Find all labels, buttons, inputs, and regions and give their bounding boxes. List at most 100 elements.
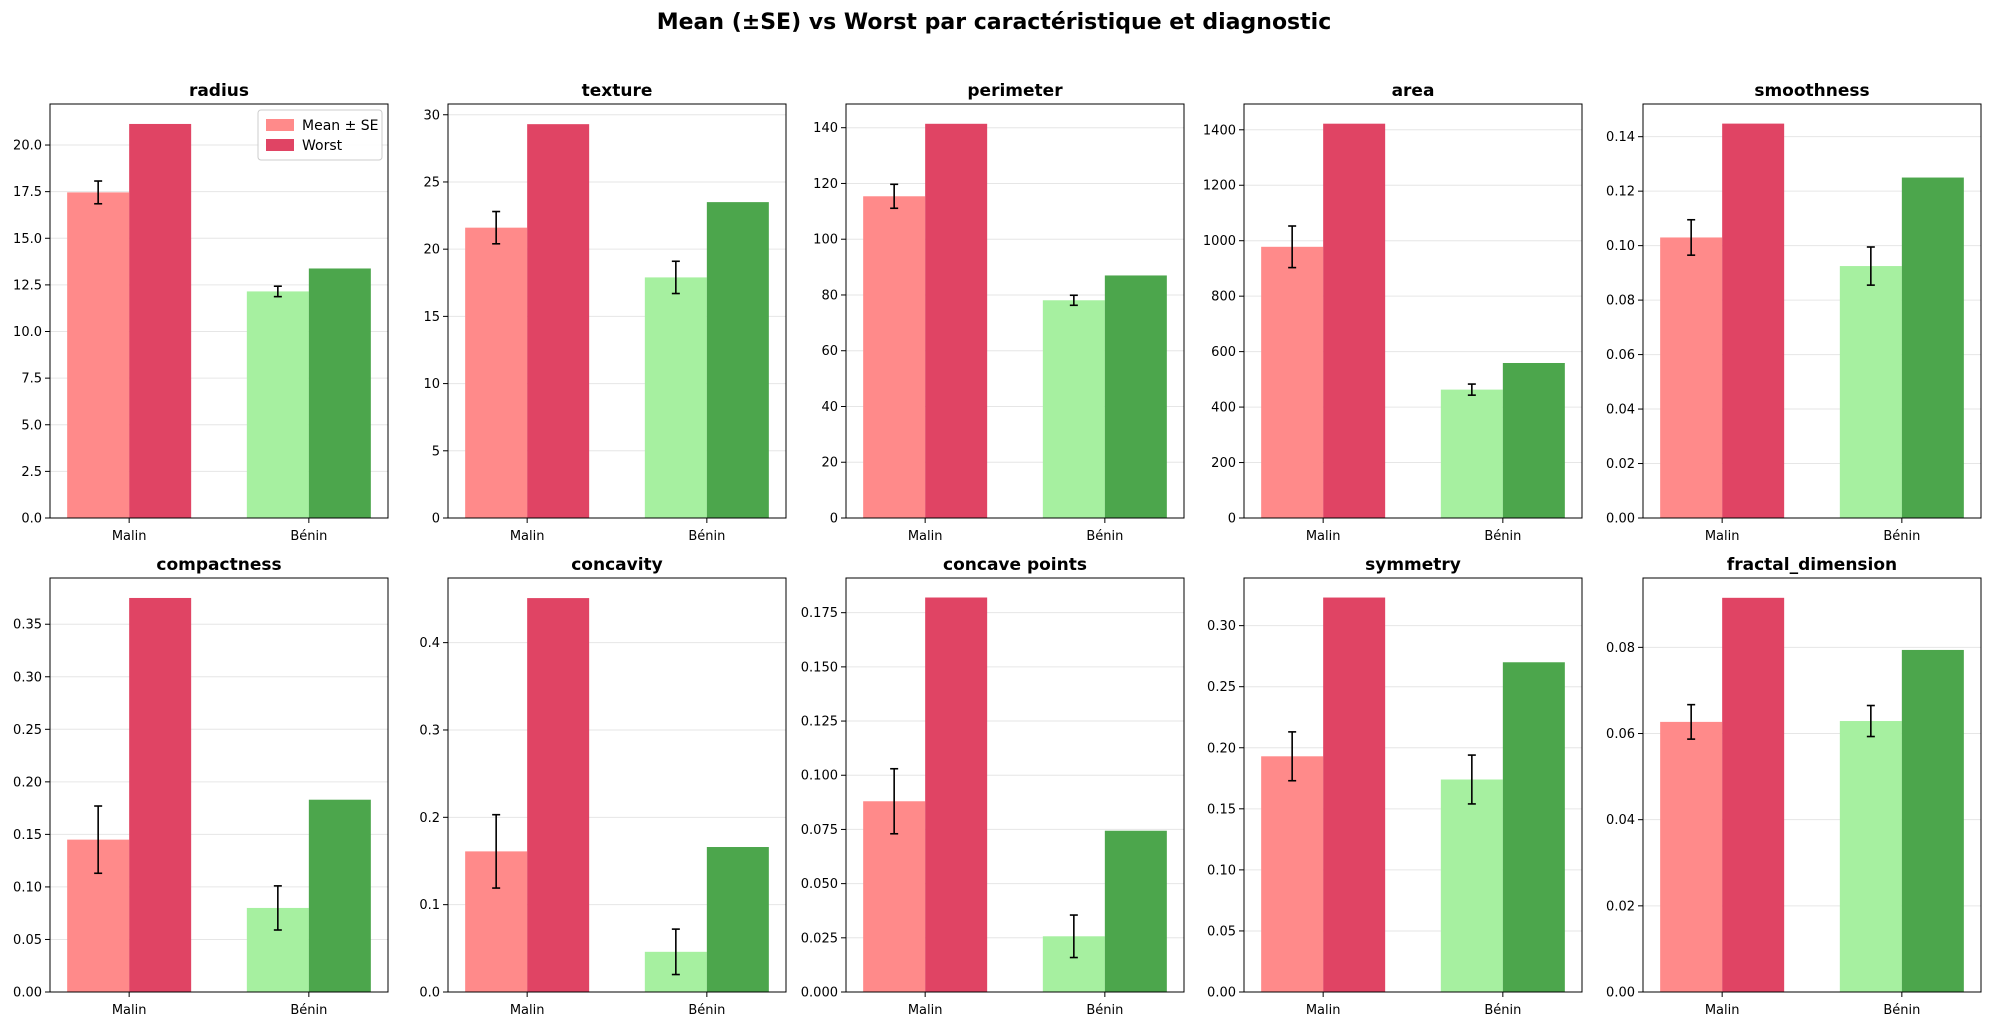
bar-mean-benin: [246, 291, 309, 518]
bar-worst-benin: [1901, 177, 1964, 518]
y-tick-label: 15: [423, 310, 440, 325]
y-tick-label: 0.30: [13, 670, 42, 685]
y-tick-label: 15.0: [13, 232, 42, 247]
x-tick-label: Bénin: [1086, 529, 1123, 544]
y-tick-label: 0.3: [419, 723, 440, 738]
y-tick-label: 0.06: [1606, 727, 1635, 742]
y-tick-label: 5: [432, 444, 440, 459]
panel-title: smoothness: [1754, 81, 1869, 101]
bar-worst-malin: [527, 598, 590, 992]
y-tick-label: 200: [1211, 456, 1236, 471]
y-tick-label: 0.02: [1606, 457, 1635, 472]
y-tick-label: 140: [813, 121, 838, 136]
panel-symmetry: Malin Bénin 0.00 0.05 0.10 0.15 0.20 0.25 0.30 sy…: [1207, 555, 1583, 1018]
legend-swatch: [266, 139, 294, 151]
axes-frame: [447, 577, 787, 993]
y-tick-label: 0.050: [801, 877, 838, 892]
bar-mean-benin: [1839, 721, 1902, 992]
y-tick-label: 0.10: [1207, 863, 1236, 878]
legend-entry: Mean ± SE: [302, 118, 379, 134]
panel-concavity: Malin Bénin 0.0 0.1 0.2 0.3 0.4 concavity: [419, 555, 787, 1018]
panel-concave-points: Malin Bénin 0.000 0.025 0.050 0.075 0.100 0.125…: [801, 555, 1185, 1018]
y-tick-label: 100: [813, 233, 838, 248]
bar-worst-malin: [129, 123, 192, 519]
y-tick-label: 0.25: [13, 723, 42, 738]
y-tick-label: 1400: [1203, 123, 1236, 138]
y-tick-label: 25: [423, 175, 440, 190]
y-tick-label: 0.20: [1207, 741, 1236, 756]
y-tick-label: 5.0: [21, 418, 42, 433]
x-tick-label: Bénin: [290, 1003, 327, 1018]
legend: Mean ± SE Worst: [257, 109, 383, 161]
panel-fractal-dimension: Malin Bénin 0.00 0.02 0.04 0.06 0.08 fractal_di…: [1606, 555, 1982, 1018]
panel-texture: Malin Bénin 0 5 10 15 20 25 30 texture: [423, 81, 787, 544]
y-tick-label: 0.125: [801, 715, 838, 730]
x-tick-label: Bénin: [1086, 1003, 1123, 1018]
bar-worst-benin: [1104, 830, 1167, 992]
bar-worst-benin: [1502, 362, 1565, 518]
panel-title: radius: [189, 81, 249, 101]
y-tick-label: 0.04: [1606, 813, 1635, 828]
y-tick-label: 400: [1211, 401, 1236, 416]
bar-mean-benin: [1042, 300, 1105, 518]
y-tick-label: 0.05: [13, 933, 42, 948]
x-tick-label: Bénin: [290, 529, 327, 544]
x-tick-label: Malin: [1306, 1003, 1341, 1018]
bar-worst-malin: [129, 597, 192, 992]
panel-title: symmetry: [1365, 555, 1461, 575]
axes-frame: [49, 577, 389, 993]
y-tick-label: 0.00: [1606, 986, 1635, 1001]
panel-compactness: Malin Bénin 0.00 0.05 0.10 0.15 0.20 0.25 0.30 0.…: [13, 555, 389, 1018]
y-tick-label: 0.15: [13, 828, 42, 843]
y-tick-label: 0.175: [801, 606, 838, 621]
bar-mean-benin: [644, 277, 707, 518]
axes-frame: [845, 103, 1185, 519]
bar-worst-malin: [1323, 123, 1386, 519]
y-tick-label: 0.2: [419, 811, 440, 826]
y-tick-label: 80: [821, 288, 838, 303]
axes-frame: [1243, 577, 1583, 993]
y-tick-label: 10: [423, 377, 440, 392]
x-tick-label: Malin: [908, 1003, 943, 1018]
x-tick-label: Bénin: [1484, 529, 1521, 544]
y-tick-label: 40: [821, 400, 838, 415]
y-tick-label: 0: [830, 512, 838, 527]
bar-mean-malin: [1261, 756, 1324, 992]
x-tick-label: Malin: [908, 529, 943, 544]
y-tick-label: 0.15: [1207, 802, 1236, 817]
y-tick-label: 0: [1228, 512, 1236, 527]
y-tick-label: 0.14: [1606, 130, 1635, 145]
bar-worst-benin: [308, 268, 371, 518]
panel-radius: Malin Bénin 0.0 2.5 5.0 7.5 10.0 12.5 15.0 17.5 20…: [13, 81, 389, 544]
y-tick-label: 0.10: [13, 880, 42, 895]
axes-frame: [1642, 103, 1982, 519]
axes-frame: [49, 103, 389, 519]
bar-mean-benin: [1839, 266, 1902, 518]
bar-mean-malin: [1660, 237, 1723, 519]
bar-worst-malin: [1722, 123, 1785, 518]
bar-worst-benin: [308, 799, 371, 992]
y-tick-label: 0.25: [1207, 680, 1236, 695]
y-tick-label: 0.00: [1606, 512, 1635, 527]
y-tick-label: 0.075: [801, 823, 838, 838]
y-tick-label: 17.5: [13, 185, 42, 200]
bar-mean-malin: [465, 227, 528, 518]
bar-worst-benin: [1502, 662, 1565, 992]
y-tick-label: 1000: [1203, 234, 1236, 249]
y-tick-label: 0.10: [1606, 239, 1635, 254]
y-tick-label: 600: [1211, 345, 1236, 360]
bar-mean-benin: [1440, 779, 1503, 992]
bar-mean-malin: [1261, 246, 1324, 518]
y-tick-label: 0.04: [1606, 403, 1635, 418]
y-tick-label: 0: [432, 512, 440, 527]
legend-swatch: [266, 119, 294, 131]
y-tick-label: 7.5: [21, 372, 42, 387]
panel-title: perimeter: [967, 81, 1063, 101]
panel-title: compactness: [156, 555, 281, 575]
y-tick-label: 0.12: [1606, 185, 1635, 200]
bar-worst-malin: [527, 124, 590, 518]
y-tick-label: 10.0: [13, 325, 42, 340]
y-tick-label: 0.100: [801, 769, 838, 784]
y-tick-label: 800: [1211, 290, 1236, 305]
